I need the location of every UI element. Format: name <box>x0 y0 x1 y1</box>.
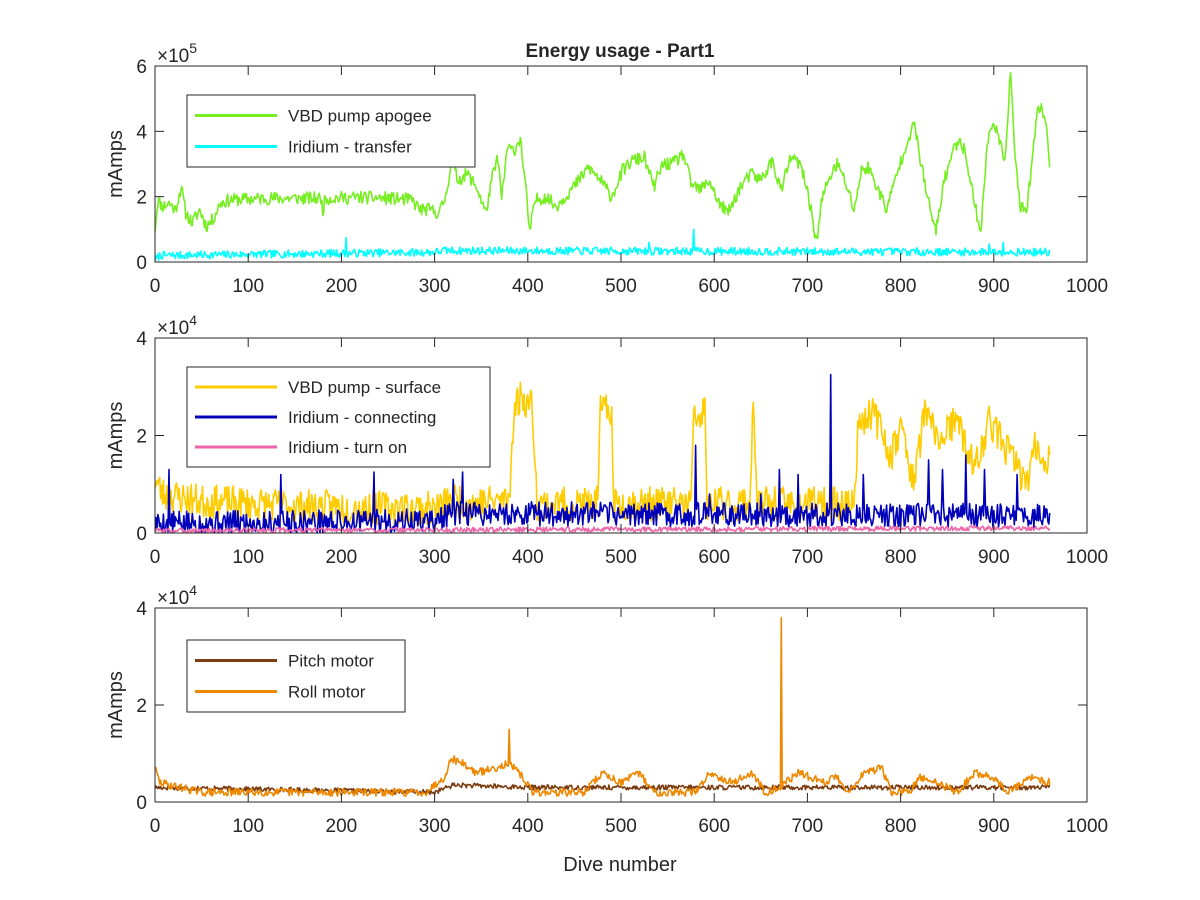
legend-entry-label: Iridium - turn on <box>288 438 407 457</box>
x-tick-label: 900 <box>978 276 1010 297</box>
x-tick-label: 800 <box>885 276 917 297</box>
y-tick-label: 4 <box>136 122 147 143</box>
y-tick-label: 0 <box>136 253 147 274</box>
y-tick-label: 6 <box>136 57 147 78</box>
series-line-vbd-pump-apogee <box>155 71 1051 240</box>
legend-entry-label: Pitch motor <box>288 652 374 671</box>
x-tick-label: 600 <box>698 816 730 837</box>
y-exponent-label: ×104 <box>157 582 197 609</box>
legend: VBD pump - surface Iridium - connecting Ir… <box>186 366 491 468</box>
x-tick-label: 700 <box>792 276 824 297</box>
x-tick-label: 800 <box>885 547 917 568</box>
x-tick-label: 0 <box>150 547 161 568</box>
y-tick-label: 2 <box>136 427 147 448</box>
x-tick-label: 900 <box>978 547 1010 568</box>
x-tick-label: 700 <box>792 547 824 568</box>
x-tick-label: 1000 <box>1066 547 1108 568</box>
x-tick-label: 0 <box>150 276 161 297</box>
x-tick-label: 700 <box>792 816 824 837</box>
x-tick-label: 600 <box>698 276 730 297</box>
x-tick-label: 100 <box>232 547 264 568</box>
legend: Pitch motor Roll motor <box>186 639 406 713</box>
x-axis-label: Dive number <box>563 854 677 876</box>
legend-box <box>186 639 406 713</box>
x-tick-label: 100 <box>232 816 264 837</box>
x-tick-label: 500 <box>605 276 637 297</box>
x-tick-label: 200 <box>326 547 358 568</box>
x-tick-label: 300 <box>419 547 451 568</box>
x-tick-label: 1000 <box>1066 816 1108 837</box>
y-axis-label: mAmps <box>105 671 127 739</box>
x-tick-label: 300 <box>419 816 451 837</box>
series-lines <box>155 616 1051 797</box>
legend-entry-label: Iridium - connecting <box>288 408 436 427</box>
x-tick-label: 900 <box>978 816 1010 837</box>
y-tick-label: 0 <box>136 793 147 814</box>
legend-entry-label: Roll motor <box>288 683 366 702</box>
x-tick-label: 300 <box>419 276 451 297</box>
x-tick-label: 1000 <box>1066 276 1108 297</box>
x-tick-label: 500 <box>605 816 637 837</box>
subplot-panels: 0 100 200 300 400 500 600 700 800 900 10000246×105… <box>105 40 1108 837</box>
y-tick-label: 4 <box>136 329 147 350</box>
x-tick-label: 500 <box>605 547 637 568</box>
y-tick-label: 2 <box>136 188 147 209</box>
subplot-1: 0 100 200 300 400 500 600 700 800 900 1000 0 2 4 6 ×105… <box>105 40 1108 297</box>
legend-entry-label: Iridium - transfer <box>288 138 412 157</box>
x-tick-label: 400 <box>512 276 544 297</box>
x-tick-label: 200 <box>326 816 358 837</box>
figure-title: Energy usage - Part1 <box>525 41 714 62</box>
x-tick-label: 200 <box>326 276 358 297</box>
series-line-vbd-pump-surface <box>155 381 1051 526</box>
subplot-2: 0 100 200 300 400 500 600 700 800 900 1000 0 2 4 ×104 m… <box>105 312 1108 568</box>
y-tick-label: 4 <box>136 599 147 620</box>
y-tick-label: 0 <box>136 524 147 545</box>
legend-entry-label: VBD pump - surface <box>288 378 441 397</box>
series-line-pitch-motor <box>155 782 1051 796</box>
legend-box <box>186 94 476 168</box>
x-tick-label: 400 <box>512 816 544 837</box>
x-tick-label: 600 <box>698 547 730 568</box>
legend-entry-label: VBD pump apogee <box>288 107 432 126</box>
legend: VBD pump apogee Iridium - transfer <box>186 94 476 168</box>
x-tick-label: 400 <box>512 547 544 568</box>
x-tick-label: 800 <box>885 816 917 837</box>
x-tick-label: 100 <box>232 276 264 297</box>
x-tick-label: 0 <box>150 816 161 837</box>
y-exponent-label: ×104 <box>157 312 197 339</box>
y-axis-label: mAmps <box>105 402 127 470</box>
y-axis-label: mAmps <box>105 130 127 198</box>
y-exponent-label: ×105 <box>157 40 197 67</box>
y-tick-label: 2 <box>136 696 147 717</box>
subplot-3: 0 100 200 300 400 500 600 700 800 900 1000 0 2 4 ×104 m… <box>105 582 1108 837</box>
series-line-roll-motor <box>155 616 1051 797</box>
